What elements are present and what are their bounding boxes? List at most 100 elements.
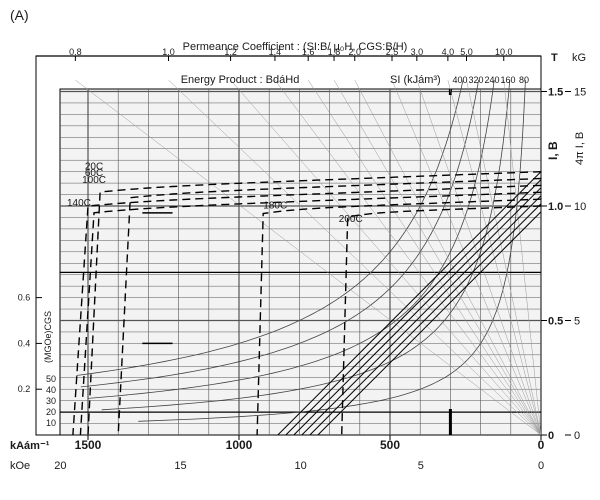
right-tick-label-T: 0	[548, 430, 554, 442]
bottom-tick-label-si: 0	[538, 438, 545, 452]
permeance-tick-label: 5.0	[460, 47, 473, 57]
right-tick-label-kG: 10	[574, 201, 586, 213]
load-line	[466, 79, 542, 436]
permeance-ticks: 0.8 1.0 1.2 1.4 1.6 1.8 2.0 2.5 3.0 4.0 5.0 10.0	[69, 47, 513, 61]
energy-si-value: 160	[500, 75, 515, 85]
right-tick-label-kG: 15	[574, 87, 586, 99]
energy-si-value: 400	[452, 75, 467, 85]
right-axis-label-cgs: 4π I, B	[574, 132, 586, 165]
bh-line	[285, 179, 542, 436]
energy-product-title: Energy Product : BdáHd	[181, 74, 300, 86]
right-unit-T: T	[551, 52, 558, 64]
load-line	[230, 79, 542, 436]
bottom-axis-cgs: 20 15 10 5 0	[54, 460, 544, 472]
energy-si-values: 400 320 240 160 80	[452, 75, 529, 85]
series-label: 60C	[85, 168, 103, 179]
load-line	[333, 79, 542, 436]
series-curve-200C	[341, 205, 542, 436]
energy-product-curve	[138, 80, 526, 422]
load-line	[274, 79, 542, 436]
load-line	[447, 79, 542, 436]
series-curve-20C	[87, 171, 542, 436]
energy-product-curve	[76, 80, 464, 376]
bottom-tick-label-cgs: 15	[174, 460, 186, 472]
bh-line	[317, 211, 542, 436]
load-line	[391, 79, 542, 436]
permeance-tick-label: 1.8	[328, 47, 341, 57]
right-tick-label-T: 1.5	[548, 87, 563, 99]
left-tick-label: 0.4	[18, 338, 31, 348]
energy-cgs-value: 10	[46, 418, 56, 428]
series-label: 20C	[85, 161, 103, 172]
permeance-tick-label: 10.0	[495, 47, 513, 57]
demag-series-curves	[72, 171, 542, 436]
permeance-tick-label: 1.4	[269, 47, 282, 57]
series-label: 100C	[82, 175, 106, 186]
right-tick-label-T: 1.0	[548, 201, 563, 213]
bottom-axis-si: 1500 1000 500 0	[75, 435, 545, 452]
energy-product-curve	[87, 80, 495, 399]
panel-label: (A)	[10, 7, 29, 23]
permeance-tick-label: 3.0	[411, 47, 424, 57]
load-line	[75, 79, 542, 436]
bh-line	[301, 195, 542, 436]
series-curve-140C	[79, 191, 542, 436]
series-label: 180C	[263, 200, 287, 211]
series-curve-180C	[256, 198, 542, 436]
series-label: 200C	[339, 214, 363, 225]
bh-line	[277, 171, 542, 436]
load-line	[354, 79, 542, 436]
right-tick-label-T: 0.5	[548, 316, 563, 328]
energy-product-curve	[80, 80, 480, 388]
series-label: 140C	[67, 198, 91, 209]
permeance-tick-label: 0.8	[69, 47, 82, 57]
left-tick-label: 0.6	[18, 293, 31, 303]
bh-line	[309, 203, 542, 436]
bh-line	[293, 187, 542, 436]
bottom-tick-label-si: 500	[380, 438, 400, 452]
permeance-tick-label: 1.6	[302, 47, 315, 57]
right-axis-ticks-kilogauss: 0 5 10 15	[565, 87, 586, 442]
energy-product-curve	[101, 80, 511, 411]
energy-si-value: 240	[484, 75, 499, 85]
right-axis-label: I, B	[546, 141, 560, 160]
bh-curves	[277, 171, 542, 436]
bottom-tick-label-si: 1000	[226, 438, 253, 452]
permeance-load-lines	[75, 79, 542, 436]
permeance-tick-label: 2.5	[386, 47, 399, 57]
series-curve-100C	[72, 184, 542, 436]
right-unit-kG: kG	[572, 52, 586, 64]
bottom-tick-label-cgs: 10	[295, 460, 307, 472]
permeance-tick-label: 4.0	[442, 47, 455, 57]
energy-cgs-value: 30	[46, 396, 56, 406]
bottom-tick-label-cgs: 5	[418, 460, 424, 472]
energy-product-curves	[76, 80, 526, 422]
permeance-tick-label: 1.2	[224, 47, 237, 57]
permeance-axis-title: Permeance Coefficient : (SI:B/ μ₀H, CGS:…	[183, 41, 408, 53]
load-line	[168, 79, 542, 436]
x-axis-label-si: kAám⁻¹	[10, 440, 50, 452]
energy-si-label: SI (kJám³)	[390, 74, 441, 86]
right-tick-label-kG: 5	[574, 316, 580, 328]
permeance-tick-label: 2.0	[348, 47, 361, 57]
left-axis-ticks: 0.2 0.4 0.6	[18, 293, 42, 394]
energy-cgs-value: 20	[46, 407, 56, 417]
bottom-tick-label-cgs: 0	[538, 460, 544, 472]
energy-cgs-value: 40	[46, 385, 56, 395]
right-tick-label-kG: 0	[574, 430, 580, 442]
bottom-tick-label-si: 1500	[75, 438, 102, 452]
energy-si-value: 80	[519, 75, 529, 85]
load-line	[307, 79, 542, 436]
x-axis-label-cgs: kOe	[10, 460, 30, 472]
energy-cgs-label: (MGOe)CGS	[43, 311, 53, 363]
energy-cgs-value: 50	[46, 374, 56, 384]
bottom-tick-label-cgs: 20	[54, 460, 66, 472]
left-tick-label: 0.2	[18, 384, 31, 394]
energy-si-value: 320	[468, 75, 483, 85]
permeance-tick-label: 1.0	[162, 47, 175, 57]
plot-area	[59, 88, 542, 436]
load-line	[503, 80, 542, 436]
